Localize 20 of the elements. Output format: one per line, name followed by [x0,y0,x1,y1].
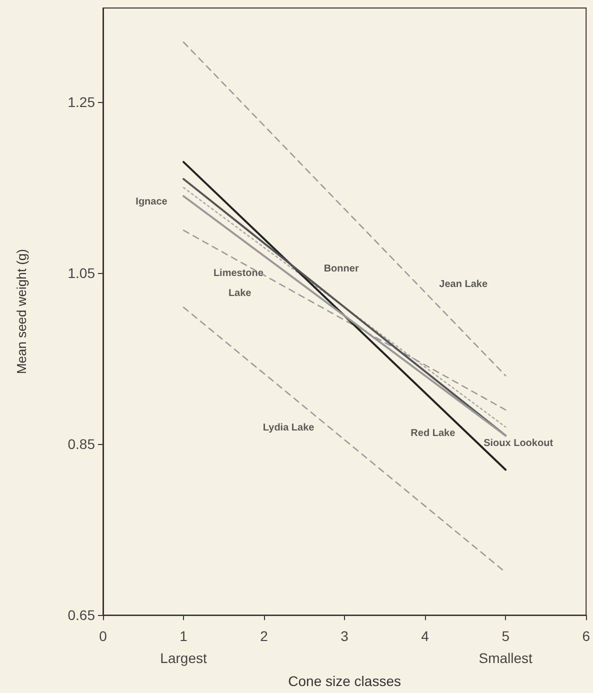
x-tick-label: 5 Smallest [478,628,533,666]
x-tick-label: 3 [340,628,349,644]
y-tick-label: 1.25 [68,94,96,110]
series-label: Lydia Lake [262,422,315,434]
x-tick-label: 2 [260,628,268,644]
y-tick-label: 0.85 [68,436,96,452]
y-tick-label: 0.65 [68,607,96,624]
y-tick-label: 1.05 [68,265,96,282]
series-label: Red Lake [410,428,456,440]
x-tick-label: 6 [582,628,590,644]
series-label: Jean Lake [439,278,488,290]
x-tick-label: 1 Largest [160,628,207,666]
x-tick-label: 4 [421,628,430,644]
y-axis-title: Mean seed weight (g) [14,249,29,374]
series-label: Bonner [324,263,359,274]
series-label: Ignace [136,196,168,208]
x-axis-title: Cone size classes [288,673,401,689]
x-tick-label: 0 [99,628,108,644]
series-label: Sioux Lookout [484,438,554,450]
series-label: Limestone Lake [213,268,266,299]
